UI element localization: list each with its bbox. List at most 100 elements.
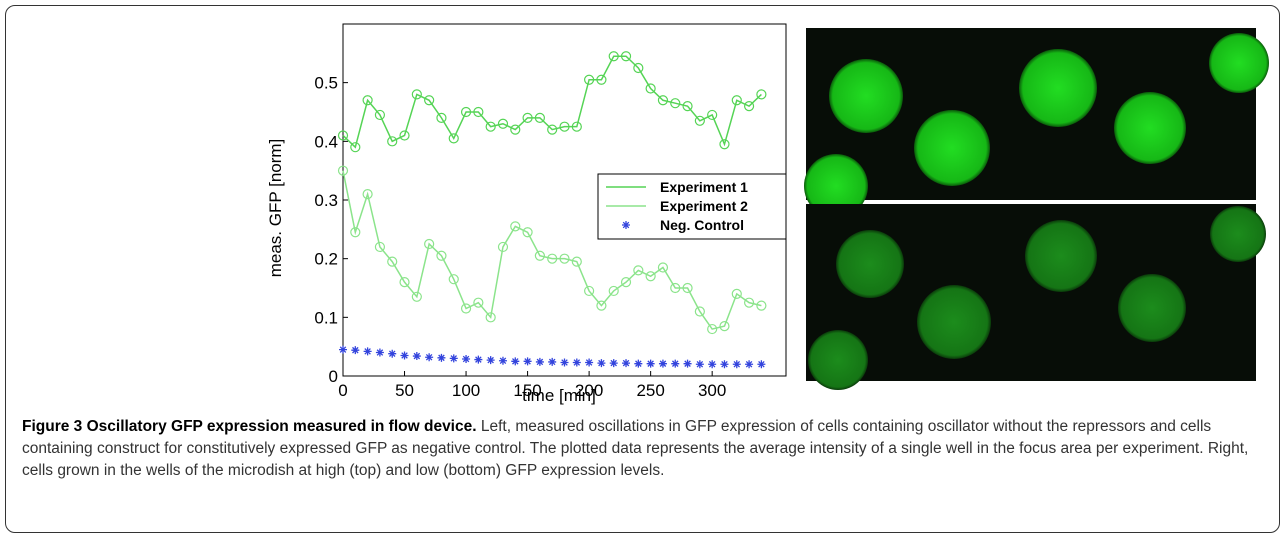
figure: time [min] meas. GFP [norm] 0 0.1 0.2 0.3 0.… <box>5 5 1280 533</box>
marker <box>374 109 386 121</box>
marker <box>608 285 619 297</box>
marker <box>560 358 569 367</box>
marker <box>609 359 618 368</box>
marker <box>387 136 398 147</box>
marker <box>412 352 421 361</box>
marker <box>387 256 398 267</box>
marker <box>350 142 361 153</box>
marker <box>424 238 435 250</box>
marker <box>547 253 558 264</box>
marker <box>645 83 656 94</box>
marker <box>497 118 509 129</box>
marker <box>411 291 422 302</box>
x-axis-label: time [min] <box>522 386 596 405</box>
marker <box>694 115 705 126</box>
marker <box>436 250 447 261</box>
x-tick-label: 50 <box>395 381 414 400</box>
caption-title: Figure 3 Oscillatory GFP expression meas… <box>22 418 477 435</box>
marker <box>731 95 742 106</box>
marker <box>462 354 471 363</box>
marker <box>522 227 533 238</box>
marker <box>571 121 582 132</box>
marker <box>622 359 631 368</box>
caption-body: Left, measured oscillations in GFP expre… <box>22 418 1249 479</box>
marker <box>363 347 372 356</box>
marker <box>682 282 693 294</box>
marker <box>485 312 496 323</box>
legend-label: Neg. Control <box>660 217 744 233</box>
legend-label: Experiment 1 <box>660 179 748 195</box>
marker <box>597 359 606 368</box>
marker <box>374 241 386 253</box>
marker <box>388 349 397 358</box>
y-tick-label: 0.4 <box>314 132 338 151</box>
marker <box>497 241 509 253</box>
x-tick-label: 150 <box>513 381 541 400</box>
marker <box>460 106 472 118</box>
marker <box>645 271 656 282</box>
marker <box>485 121 496 132</box>
marker <box>362 95 373 106</box>
marker <box>523 357 532 366</box>
marker <box>657 95 669 106</box>
legend-label: Experiment 2 <box>660 198 748 214</box>
marker <box>350 227 361 238</box>
x-tick-label: 0 <box>338 381 347 400</box>
marker <box>473 106 484 118</box>
marker <box>708 360 717 369</box>
marker <box>522 112 533 123</box>
marker <box>337 130 349 141</box>
marker <box>486 356 495 365</box>
y-tick-label: 0.1 <box>314 308 338 327</box>
y-tick-label: 0.2 <box>314 250 338 269</box>
marker <box>425 353 434 362</box>
marker <box>596 74 607 85</box>
chart: time [min] meas. GFP [norm] 0 0.1 0.2 0.3 0.… <box>266 23 1269 405</box>
marker <box>683 359 692 368</box>
marker <box>584 74 595 85</box>
marker <box>633 62 644 74</box>
x-tick-label: 200 <box>575 381 603 400</box>
marker <box>559 121 570 132</box>
marker <box>498 356 507 365</box>
marker <box>535 357 544 366</box>
marker <box>682 101 693 112</box>
marker <box>510 124 521 135</box>
x-tick-label: 100 <box>452 381 480 400</box>
series-line <box>342 170 762 330</box>
marker <box>436 112 447 123</box>
y-axis-label: meas. GFP [norm] <box>266 139 285 278</box>
marker <box>585 358 594 367</box>
marker <box>571 256 582 267</box>
marker <box>707 109 718 121</box>
marker <box>620 51 632 62</box>
marker <box>633 265 644 276</box>
marker <box>743 297 755 308</box>
marker <box>548 357 557 366</box>
marker <box>658 359 667 368</box>
marker <box>375 348 384 357</box>
marker <box>411 89 422 100</box>
marker <box>756 89 767 100</box>
marker <box>596 300 607 311</box>
marker <box>657 262 669 273</box>
marker <box>547 124 558 135</box>
marker <box>534 112 545 123</box>
caption: Figure 3 Oscillatory GFP expression meas… <box>22 416 1262 482</box>
marker <box>719 139 730 150</box>
marker <box>399 130 410 141</box>
marker <box>337 165 349 176</box>
x-tick-label: 250 <box>636 381 664 400</box>
micrograph-high <box>804 28 1269 218</box>
marker <box>620 277 632 288</box>
marker <box>745 360 754 369</box>
marker <box>719 321 730 332</box>
marker <box>670 98 681 109</box>
y-tick-label: 0.3 <box>314 191 338 210</box>
marker <box>646 359 655 368</box>
marker <box>559 253 570 264</box>
y-tick-label: 0 <box>329 367 338 386</box>
marker <box>460 303 472 314</box>
marker <box>743 101 755 112</box>
marker <box>362 189 373 200</box>
